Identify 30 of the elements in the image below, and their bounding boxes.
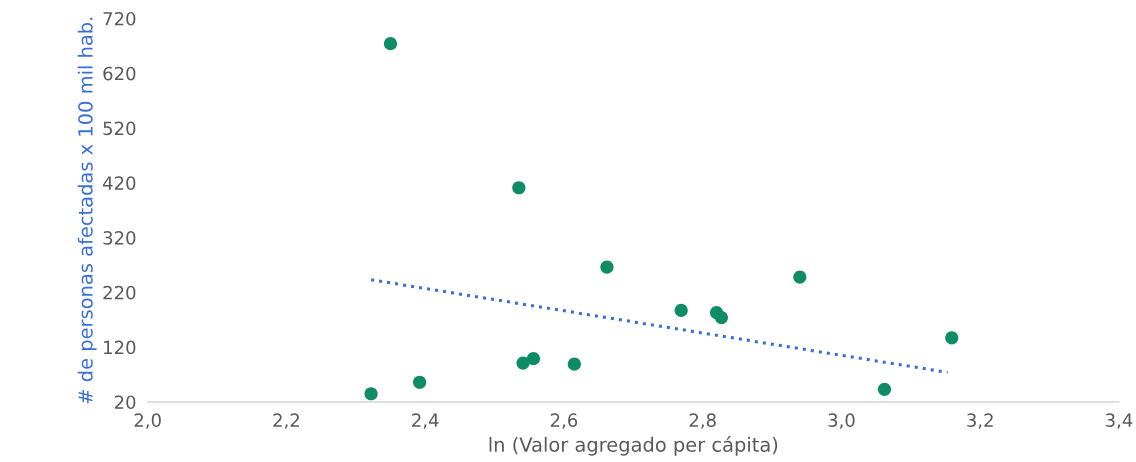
y-tick-label: 720 — [103, 11, 136, 26]
x-tick-label: 2,2 — [273, 413, 299, 429]
x-tick-label: 3,4 — [1105, 413, 1133, 429]
point — [600, 260, 614, 274]
x-tick-label: 2,6 — [550, 413, 578, 429]
x-tick-label: 2,0 — [134, 413, 161, 429]
y-tick-label: 20 — [114, 395, 136, 410]
x-tick-label: 3,2 — [967, 413, 993, 429]
point — [674, 303, 688, 318]
y-tick-label: 120 — [104, 340, 136, 355]
y-tick-label: 420 — [102, 176, 136, 190]
point — [877, 382, 892, 396]
y-tick-label: 620 — [103, 66, 136, 81]
y-axis-title: # de personas afectadas x 100 mil hab. — [77, 17, 97, 404]
point — [512, 181, 526, 195]
y-tick-label: 320 — [103, 231, 136, 245]
point — [526, 352, 540, 366]
point — [567, 357, 581, 371]
y-tick-label: 520 — [103, 121, 136, 136]
point — [945, 331, 959, 345]
x-tick-label: 3,0 — [828, 413, 855, 429]
point — [714, 310, 729, 325]
x-axis-title: ln (Valor agregado per cápita) — [489, 436, 778, 456]
point — [364, 387, 378, 401]
x-tick-label: 2,8 — [689, 413, 716, 429]
point — [793, 270, 807, 284]
x-tick-label: 2,4 — [412, 413, 439, 429]
y-tick-label: 220 — [103, 285, 136, 300]
point — [413, 375, 427, 389]
point — [383, 37, 398, 51]
